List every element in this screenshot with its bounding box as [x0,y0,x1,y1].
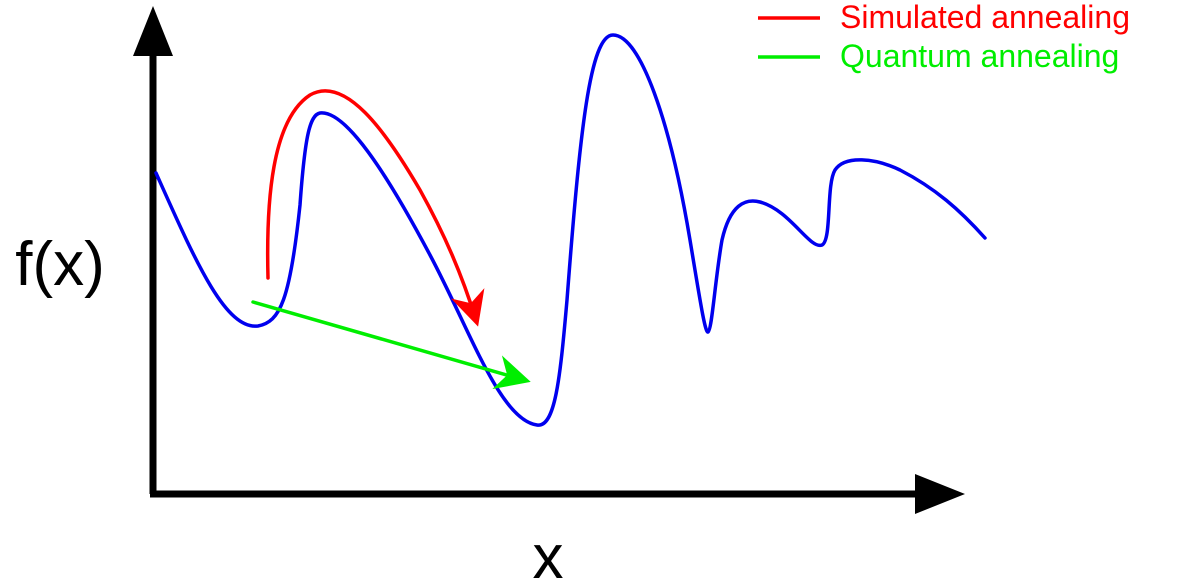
energy-curve [154,33,987,427]
x-axis-label: x [533,523,564,581]
y-axis-arrowhead [133,6,173,56]
simulated-annealing-arrow [265,89,485,327]
legend: Simulated annealing Quantum annealing [758,0,1130,74]
legend-label-quantum: Quantum annealing [840,38,1119,74]
quantum-annealing-arrow [251,300,531,390]
legend-label-simulated: Simulated annealing [840,0,1130,35]
x-axis-arrowhead [915,474,965,514]
y-axis-label: f(x) [15,230,105,299]
